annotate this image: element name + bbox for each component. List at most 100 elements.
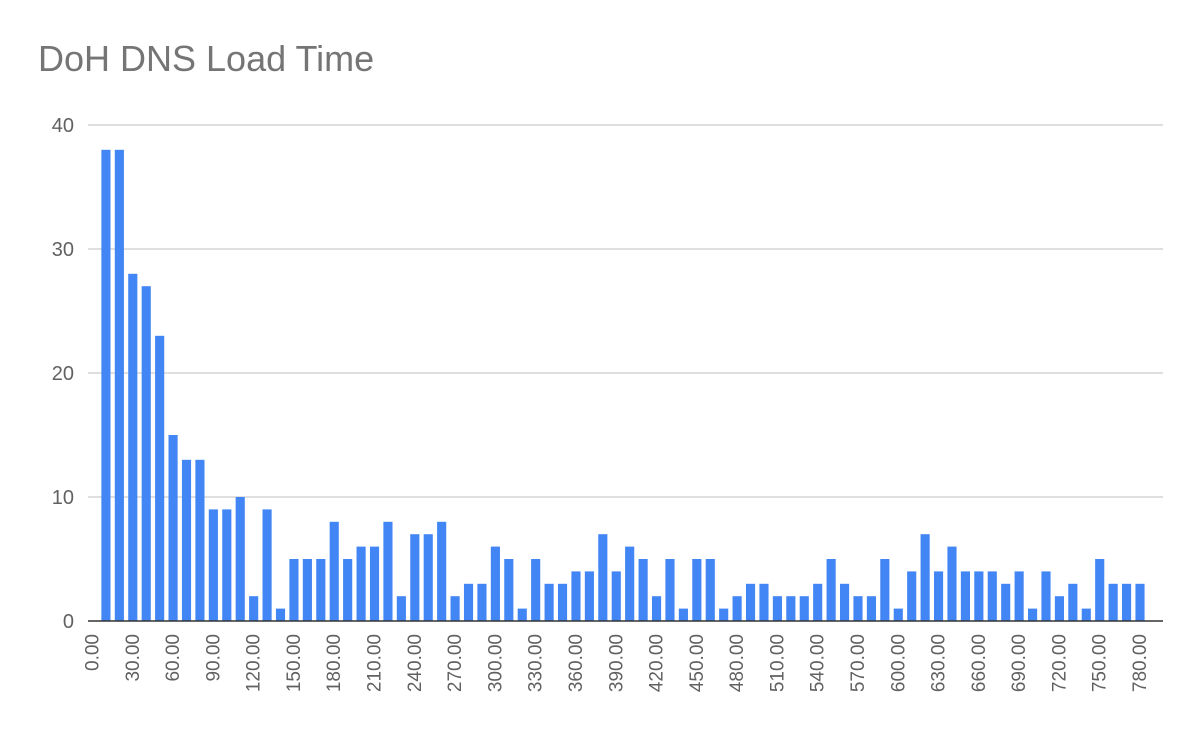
y-tick-label: 40	[52, 115, 74, 137]
bar	[987, 571, 997, 621]
chart-title: DoH DNS Load Time	[38, 38, 375, 79]
bar	[772, 596, 782, 621]
x-tick-label: 60.00	[163, 634, 184, 682]
bar	[907, 571, 917, 621]
bar	[477, 583, 487, 621]
bar	[463, 583, 474, 621]
x-tick-label: 390.00	[606, 634, 627, 692]
x-tick-label: 660.00	[969, 634, 990, 692]
bar	[880, 559, 890, 621]
y-tick-label: 20	[52, 363, 74, 385]
bar	[933, 571, 944, 621]
bar	[678, 608, 688, 621]
bar	[222, 509, 232, 621]
bar	[302, 559, 312, 621]
bar	[705, 559, 715, 621]
bar	[450, 596, 460, 621]
bar	[839, 583, 850, 621]
bar	[1122, 583, 1132, 621]
x-tick-label: 210.00	[365, 634, 386, 692]
bar	[423, 534, 433, 621]
x-tick-label: 480.00	[727, 634, 748, 692]
x-tick-label: 630.00	[929, 634, 950, 692]
bar	[960, 571, 970, 621]
x-tick-label: 150.00	[284, 634, 305, 692]
x-axis-ticks: 0.00 30.00 60.00 90.00 120.00 150.00 180.00 210…	[83, 634, 1152, 692]
x-tick-label: 690.00	[1009, 634, 1030, 692]
bar	[947, 546, 957, 621]
y-axis-ticks: 0 10 20 30 40	[52, 115, 74, 633]
x-tick-label: 450.00	[687, 634, 708, 692]
gridlines	[88, 124, 1163, 498]
bar	[786, 596, 796, 621]
bar	[1108, 583, 1118, 621]
bar	[316, 559, 326, 621]
bar	[920, 534, 930, 621]
bar	[275, 608, 286, 621]
bar	[114, 149, 124, 622]
bar	[181, 459, 192, 621]
bar	[759, 583, 769, 621]
x-tick-label: 540.00	[808, 634, 829, 692]
bar	[249, 596, 259, 621]
bar	[141, 286, 151, 621]
x-tick-label: 750.00	[1090, 634, 1111, 692]
bar	[1041, 571, 1051, 621]
bar	[745, 583, 756, 621]
bar	[369, 546, 380, 621]
bar	[1014, 571, 1024, 621]
bar	[692, 559, 702, 621]
bar	[813, 583, 823, 621]
x-tick-label: 0.00	[83, 634, 104, 671]
bar	[732, 596, 742, 621]
bar	[437, 521, 447, 621]
bar	[1001, 583, 1011, 621]
bar	[517, 608, 527, 621]
bar	[719, 608, 729, 621]
x-tick-label: 270.00	[445, 634, 466, 692]
x-tick-label: 570.00	[848, 634, 869, 692]
y-tick-label: 30	[52, 239, 74, 261]
x-tick-label: 30.00	[123, 634, 144, 682]
x-tick-label: 330.00	[526, 634, 547, 692]
bar	[262, 509, 272, 621]
bar	[383, 521, 393, 621]
bar	[329, 521, 339, 621]
bar	[396, 596, 406, 621]
bar	[101, 149, 111, 622]
y-tick-label: 10	[52, 487, 74, 509]
bar	[974, 571, 984, 621]
bar	[544, 583, 554, 621]
bar	[1027, 608, 1038, 621]
x-tick-label: 600.00	[888, 634, 909, 692]
y-tick-label: 0	[63, 611, 74, 633]
bar	[893, 608, 903, 621]
x-tick-label: 780.00	[1130, 634, 1151, 692]
bar	[128, 273, 138, 621]
bar	[289, 559, 299, 621]
bar	[1095, 559, 1105, 621]
bar	[638, 559, 648, 621]
x-tick-label: 420.00	[647, 634, 668, 692]
bar	[531, 559, 541, 621]
bar	[168, 435, 178, 621]
bar	[1054, 596, 1064, 621]
bar	[853, 596, 863, 621]
x-tick-label: 720.00	[1049, 634, 1070, 692]
bar	[611, 571, 621, 621]
x-tick-label: 360.00	[566, 634, 587, 692]
x-tick-label: 120.00	[244, 634, 265, 692]
bar	[1081, 608, 1091, 621]
bar	[665, 559, 675, 621]
bar	[826, 559, 836, 621]
bar	[1135, 583, 1145, 621]
bar	[651, 596, 662, 621]
bar	[866, 596, 876, 621]
bar	[799, 596, 809, 621]
bar	[490, 546, 500, 621]
bar	[571, 571, 581, 621]
x-tick-label: 180.00	[324, 634, 345, 692]
bar	[410, 534, 420, 621]
bar	[1068, 583, 1078, 621]
